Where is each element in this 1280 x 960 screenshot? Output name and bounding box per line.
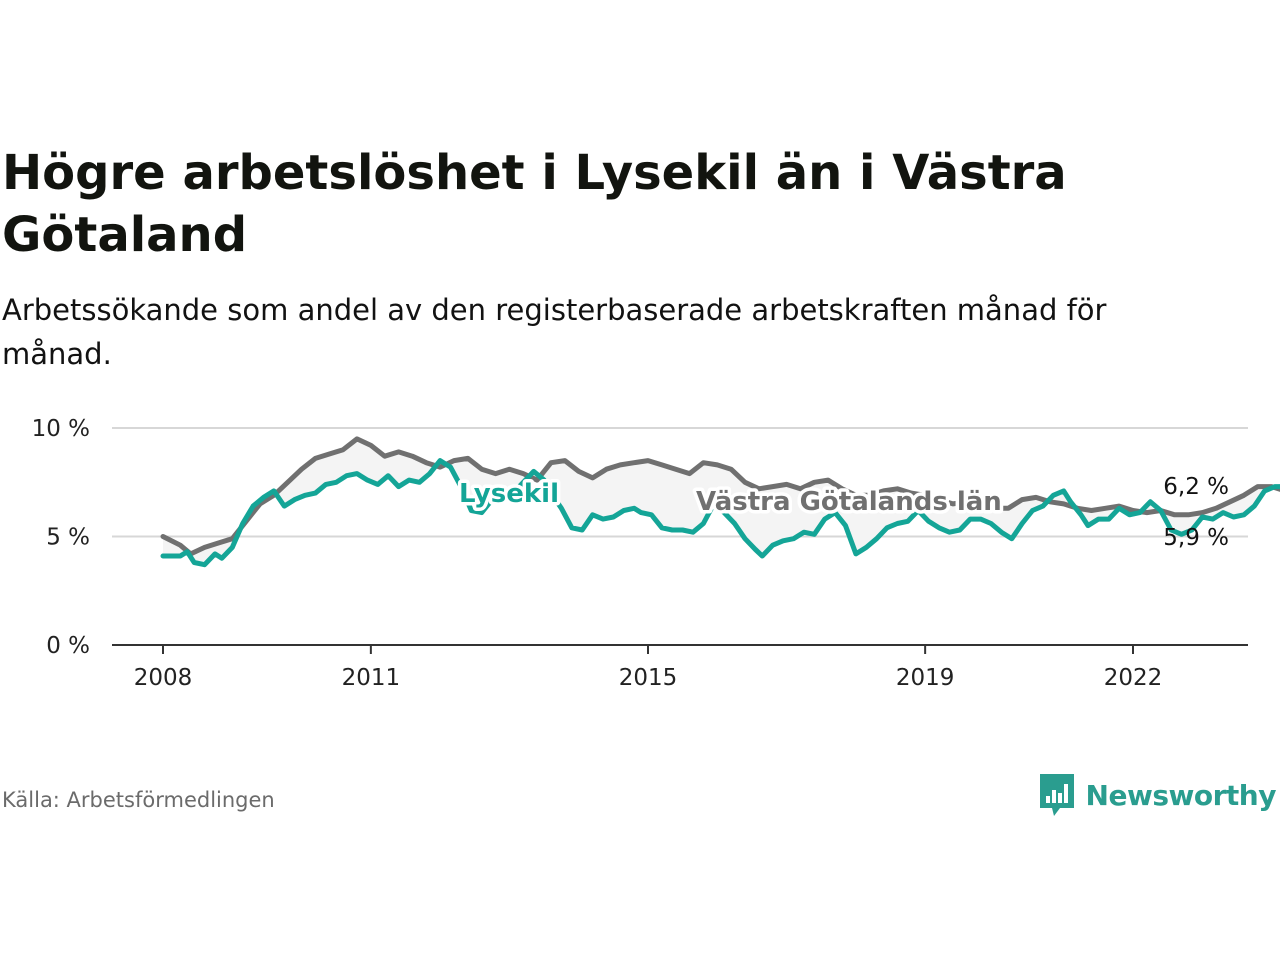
newsworthy-logo-icon: [1039, 774, 1074, 816]
x-tick-label: 2022: [1104, 665, 1163, 691]
series-line-region: [160, 436, 1280, 557]
chart-subtitle: Arbetssökande som andel av den registerb…: [2, 293, 1107, 371]
y-tick-label: 0 %: [46, 633, 90, 659]
end-value-lysekil: 6,2 %: [1163, 474, 1229, 500]
brand-logo: Newsworthy: [1038, 772, 1277, 818]
series-label-region: Västra Götalands län: [696, 487, 1002, 517]
source-note: Källa: Arbetsförmedlingen: [2, 788, 275, 812]
chart-title: Högre arbetslöshet i Lysekil än i Västra…: [2, 145, 1067, 263]
difference-area: [163, 438, 1280, 565]
y-tick-label: 10 %: [32, 416, 90, 442]
series-line-lysekil: [160, 458, 1280, 568]
grid-layer: [112, 427, 1248, 654]
x-tick-label: 2015: [619, 665, 678, 691]
fill-layer: [163, 438, 1280, 565]
x-tick-label: 2011: [342, 665, 401, 691]
x-tick-label: 2008: [134, 665, 193, 691]
line-layer: [160, 436, 1280, 568]
brand-name: Newsworthy: [1085, 778, 1277, 812]
label-layer: 0 % 5 % 10 % 2008 2011 2015 2019 2022 Lysekil Väs…: [32, 416, 1229, 691]
end-value-region: 5,9 %: [1163, 525, 1229, 551]
x-tick-label: 2019: [896, 665, 955, 691]
y-tick-label: 5 %: [46, 525, 90, 551]
series-label-lysekil: Lysekil: [459, 479, 559, 509]
